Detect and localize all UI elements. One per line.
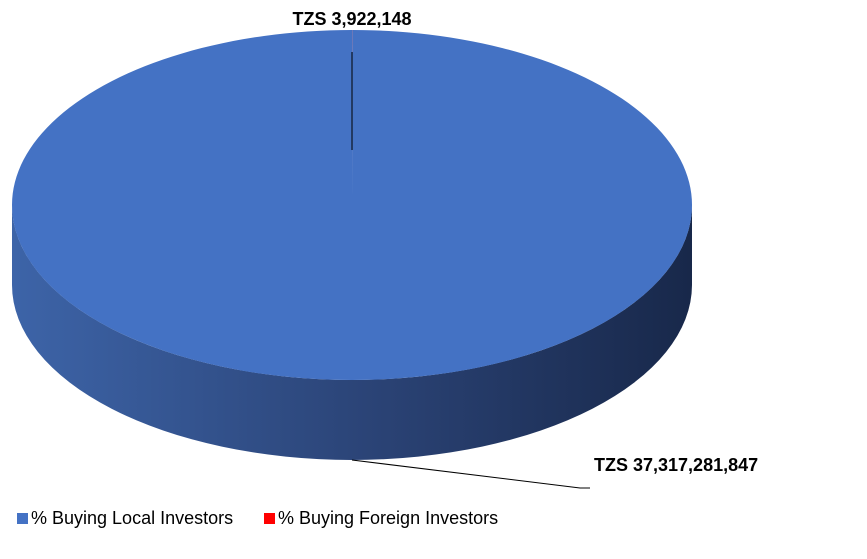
leader-line (351, 459, 590, 489)
data-label: TZS 37,317,281,847 (594, 455, 758, 475)
pie-slice-side (12, 205, 692, 460)
legend-swatch (264, 513, 275, 524)
pie-slice (12, 30, 693, 381)
data-label: TZS 3,922,148 (292, 9, 411, 29)
legend-label: % Buying Local Investors (31, 508, 233, 528)
legend-label: % Buying Foreign Investors (278, 508, 498, 528)
legend-swatch (17, 513, 28, 524)
